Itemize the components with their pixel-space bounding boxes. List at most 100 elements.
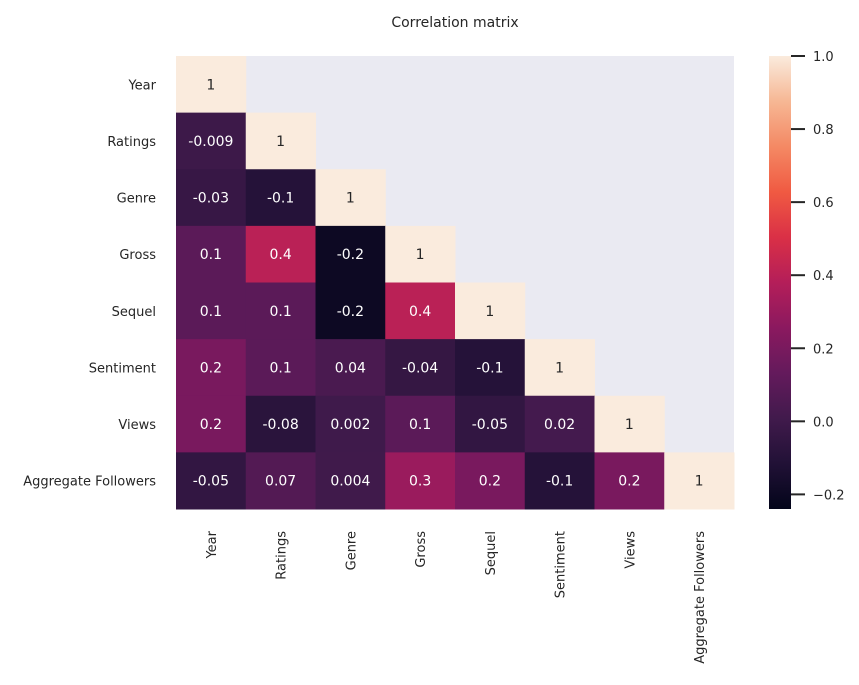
heatmap-cell bbox=[315, 282, 386, 340]
heatmap-cell bbox=[176, 56, 247, 114]
heatmap-cell bbox=[315, 225, 386, 283]
cell-value-label: -0.1 bbox=[267, 191, 294, 207]
cell-value-label: -0.2 bbox=[337, 304, 364, 320]
cell-value-label: 0.3 bbox=[409, 474, 431, 490]
cell-value-label: -0.009 bbox=[188, 134, 233, 150]
cell-value-label: 0.4 bbox=[409, 304, 431, 320]
cell-value-label: 0.002 bbox=[330, 417, 370, 433]
x-tick-label: Aggregate Followers bbox=[693, 531, 708, 664]
cell-value-label: 0.2 bbox=[479, 474, 501, 490]
cell-value-label: 0.1 bbox=[269, 304, 291, 320]
cell-value-label: 0.07 bbox=[265, 474, 296, 490]
colorbar-tick-label: 0.2 bbox=[813, 342, 834, 357]
heatmap-cell bbox=[245, 282, 316, 340]
heatmap-cell bbox=[455, 282, 526, 340]
cell-value-label: 1 bbox=[625, 417, 634, 433]
cell-value-label: -0.08 bbox=[263, 417, 299, 433]
colorbar-tick-label: −0.2 bbox=[813, 488, 845, 503]
x-tick-label: Sequel bbox=[484, 531, 499, 575]
cell-value-label: 0.2 bbox=[200, 360, 222, 376]
heatmap-cell bbox=[315, 169, 386, 227]
cell-value-label: 0.2 bbox=[618, 474, 640, 490]
cell-value-label: 0.004 bbox=[330, 474, 370, 490]
cell-value-label: -0.03 bbox=[193, 191, 229, 207]
colorbar-tick-label: 1.0 bbox=[813, 50, 834, 65]
heatmap-cell bbox=[594, 452, 665, 510]
cell-value-label: -0.04 bbox=[402, 360, 438, 376]
cell-value-label: 1 bbox=[346, 191, 355, 207]
cell-value-label: -0.2 bbox=[337, 247, 364, 263]
cell-value-label: 1 bbox=[695, 474, 704, 490]
heatmap-cell bbox=[245, 452, 316, 510]
cell-value-label: 0.1 bbox=[200, 247, 222, 263]
heatmap-cell bbox=[385, 452, 456, 510]
heatmap-cell bbox=[455, 339, 526, 397]
x-tick-label: Views bbox=[623, 531, 638, 569]
y-tick-label: Sequel bbox=[112, 305, 156, 320]
cell-value-label: -0.05 bbox=[472, 417, 508, 433]
cell-value-label: 0.2 bbox=[200, 417, 222, 433]
heatmap-cell bbox=[245, 169, 316, 227]
y-tick-label: Year bbox=[127, 78, 156, 93]
cell-value-label: 0.1 bbox=[200, 304, 222, 320]
cell-value-label: 0.1 bbox=[409, 417, 431, 433]
y-tick-label: Ratings bbox=[107, 135, 156, 150]
cell-value-label: -0.1 bbox=[546, 474, 573, 490]
cell-value-label: 1 bbox=[485, 304, 494, 320]
heatmap-cell bbox=[176, 395, 247, 453]
cell-value-label: 1 bbox=[206, 77, 215, 93]
heatmap-cells: 1 -0.009 1 -0.03 -0.1 1 0.1 0.4 -0.2 1 0.1 0.1 -0.2 0… bbox=[176, 56, 735, 510]
cell-value-label: 1 bbox=[555, 360, 564, 376]
colorbar-ticks: −0.2 0.0 0.2 0.4 0.6 0.8 1.0 bbox=[791, 50, 845, 503]
heatmap-cell bbox=[176, 225, 247, 283]
heatmap-cell bbox=[455, 452, 526, 510]
heatmap-cell bbox=[385, 282, 456, 340]
x-tick-labels: Year Ratings Genre Gross Sequel Sentiment View… bbox=[205, 530, 708, 663]
cell-value-label: 0.02 bbox=[544, 417, 575, 433]
x-tick-label: Ratings bbox=[275, 531, 290, 580]
colorbar-tick-label: 0.0 bbox=[813, 415, 834, 430]
y-tick-labels: Year Ratings Genre Gross Sequel Sentiment View… bbox=[23, 78, 156, 489]
heatmap-cell bbox=[524, 339, 595, 397]
heatmap-cell bbox=[245, 395, 316, 453]
x-tick-label: Year bbox=[205, 530, 220, 559]
heatmap-cell bbox=[385, 225, 456, 283]
heatmap-cell bbox=[315, 339, 386, 397]
cell-value-label: -0.1 bbox=[476, 360, 503, 376]
y-tick-label: Gross bbox=[119, 248, 156, 263]
cell-value-label: 1 bbox=[276, 134, 285, 150]
heatmap-cell bbox=[524, 452, 595, 510]
colorbar bbox=[769, 56, 791, 509]
cell-value-label: 0.4 bbox=[269, 247, 291, 263]
heatmap-cell bbox=[176, 452, 247, 510]
heatmap-cell bbox=[385, 395, 456, 453]
y-tick-label: Aggregate Followers bbox=[23, 475, 156, 490]
heatmap-cell bbox=[315, 452, 386, 510]
x-tick-label: Gross bbox=[414, 531, 429, 568]
chart-title: Correlation matrix bbox=[391, 15, 518, 31]
heatmap-cell bbox=[455, 395, 526, 453]
heatmap-cell bbox=[385, 339, 456, 397]
colorbar-tick-label: 0.4 bbox=[813, 269, 834, 284]
cell-value-label: -0.05 bbox=[193, 474, 229, 490]
heatmap-cell bbox=[664, 452, 735, 510]
colorbar-tick-label: 0.6 bbox=[813, 196, 834, 211]
heatmap-cell bbox=[245, 112, 316, 170]
heatmap-cell bbox=[176, 282, 247, 340]
colorbar-tick-label: 0.8 bbox=[813, 123, 834, 138]
y-tick-label: Genre bbox=[117, 192, 156, 207]
y-tick-label: Sentiment bbox=[89, 361, 156, 376]
heatmap-cell bbox=[594, 395, 665, 453]
heatmap-cell bbox=[176, 112, 247, 170]
heatmap-cell bbox=[315, 395, 386, 453]
heatmap-cell bbox=[245, 225, 316, 283]
heatmap-cell bbox=[245, 339, 316, 397]
cell-value-label: 0.1 bbox=[269, 360, 291, 376]
heatmap-cell bbox=[176, 169, 247, 227]
heatmap-cell bbox=[524, 395, 595, 453]
x-tick-label: Sentiment bbox=[554, 531, 569, 598]
heatmap-cell bbox=[176, 339, 247, 397]
y-tick-label: Views bbox=[118, 418, 156, 433]
x-tick-label: Genre bbox=[344, 531, 359, 570]
